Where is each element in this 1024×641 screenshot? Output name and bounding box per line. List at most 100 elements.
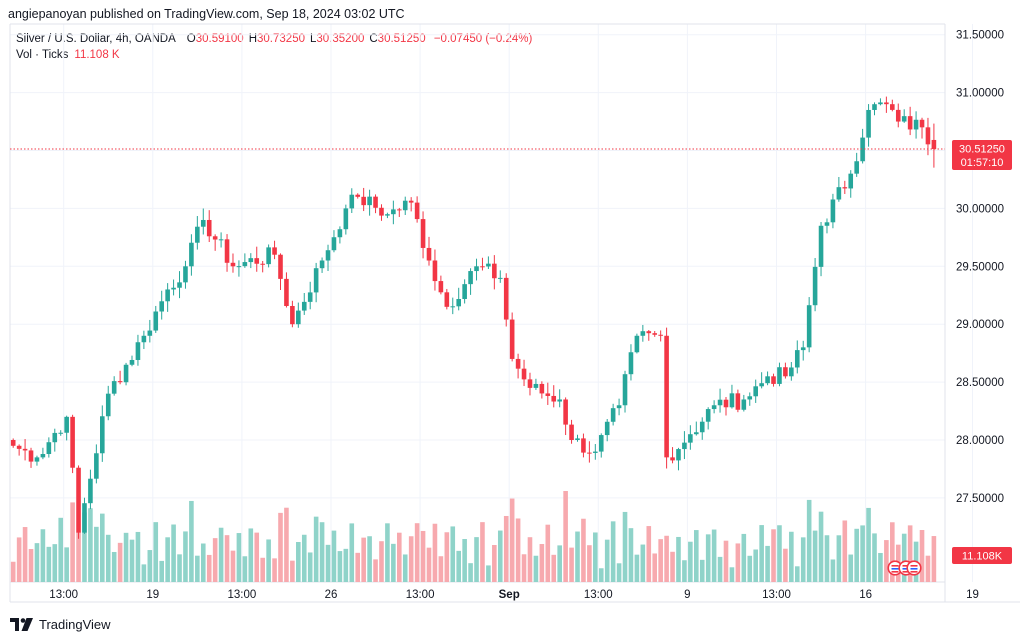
time-axis: 13:00 19 13:00 26 13:00 Sep 13:00 9 13:00 16 19 (49, 589, 979, 601)
candle-body (723, 399, 729, 408)
volume-bar (462, 539, 467, 582)
price-tick-label: 30.00000 (956, 203, 1004, 215)
volume-bar (735, 543, 741, 582)
candle-body (177, 282, 182, 288)
candle-body (165, 289, 170, 302)
candle-body (872, 104, 877, 110)
volume-bar (331, 530, 337, 582)
event-flag-stripe (910, 568, 918, 570)
symbol-legend[interactable]: Silver / U.S. Dollar, 4h, OANDA O30.59100… (16, 33, 532, 45)
event-flag-stripe (891, 568, 899, 570)
candle-body (34, 457, 40, 462)
price-tick-label: 31.00000 (956, 88, 1004, 100)
volume-bar (105, 534, 111, 582)
candle-body (824, 222, 830, 226)
volume-bar (224, 535, 230, 582)
candle-body (771, 376, 776, 384)
volume-bar (878, 552, 883, 582)
candle-body (895, 109, 901, 122)
candle-body (646, 331, 652, 334)
volume-bar (290, 560, 295, 582)
candle-body (224, 239, 230, 263)
volume-bar (598, 568, 604, 582)
countdown-label: 01:57:10 (961, 157, 1004, 169)
candle-body (189, 242, 194, 267)
event-flag-stripe (902, 565, 910, 567)
volume-bar (581, 518, 586, 582)
tradingview-brand[interactable]: TradingView (10, 617, 111, 632)
volume-bar (830, 559, 836, 582)
volume-bar (925, 555, 931, 582)
volume-bar (94, 526, 99, 582)
volume-bar (189, 500, 194, 582)
volume-legend[interactable]: Vol · Ticks 11.108 K (16, 49, 120, 61)
volume-bar (753, 549, 758, 582)
volume-bar (890, 522, 895, 582)
price-tick-label: 28.00000 (956, 435, 1004, 447)
candle-body (468, 271, 473, 285)
volume-bar (337, 551, 343, 582)
last-price-badge-bg (952, 140, 1012, 171)
symbol-name[interactable]: Silver / U.S. Dollar, 4h, OANDA (16, 33, 176, 45)
candle-body (171, 287, 176, 290)
candle-body (361, 196, 366, 206)
candle-body (147, 330, 153, 336)
candle-series (10, 96, 937, 539)
candle-body (397, 209, 402, 211)
candle-body (296, 310, 301, 325)
volume-label[interactable]: Vol · Ticks (16, 49, 69, 61)
volume-badge-bg (952, 547, 1012, 564)
candle-body (777, 367, 782, 384)
candle-body (301, 301, 307, 311)
volume-bar (533, 555, 539, 582)
volume-bar (361, 537, 366, 582)
candle-body (391, 209, 396, 215)
candle-body (557, 399, 562, 402)
volume-bar (705, 534, 711, 582)
volume-bar (111, 551, 117, 582)
event-flag-stripe (910, 565, 918, 567)
candle-body (284, 278, 289, 306)
volume-bar (741, 533, 747, 582)
low-value: 30.35200 (316, 33, 365, 45)
volume-bar (569, 547, 574, 582)
candle-body (503, 277, 509, 320)
candle-body (521, 368, 527, 380)
candle-body (509, 319, 515, 359)
volume-bar (349, 523, 355, 582)
candle-body (563, 399, 568, 425)
volume-bar (313, 516, 319, 582)
volume-bar (711, 529, 717, 582)
candle-body (28, 450, 34, 462)
volume-bar (824, 535, 830, 582)
candle-body (343, 208, 349, 230)
candle-body (462, 284, 467, 299)
high-value: 30.73250 (257, 33, 305, 45)
open-value: 30.59100 (195, 33, 244, 45)
candle-body (925, 127, 931, 145)
volume-bar (40, 529, 46, 582)
time-tick-label: 19 (966, 589, 979, 601)
candle-body (753, 386, 758, 397)
high-label: H (248, 33, 258, 45)
candle-body (385, 214, 390, 216)
event-flag-stripe (891, 571, 899, 573)
candle-body (492, 263, 497, 279)
candle-body (836, 187, 842, 200)
volume-bar (147, 550, 153, 582)
candle-body (860, 137, 865, 162)
time-tick-label: 13:00 (584, 589, 613, 601)
volume-bar (183, 531, 188, 582)
candle-body (290, 305, 295, 325)
candle-body (866, 109, 871, 138)
candle-body (729, 393, 735, 408)
candle-body (699, 421, 705, 433)
volume-bar (794, 566, 800, 582)
volume-bar (854, 528, 859, 582)
volume-bar (260, 557, 265, 582)
volume-bar (919, 529, 925, 582)
volume-badge-label: 11.108K (962, 551, 1003, 563)
volume-bar (296, 541, 301, 582)
event-flag-stripe (891, 565, 899, 567)
